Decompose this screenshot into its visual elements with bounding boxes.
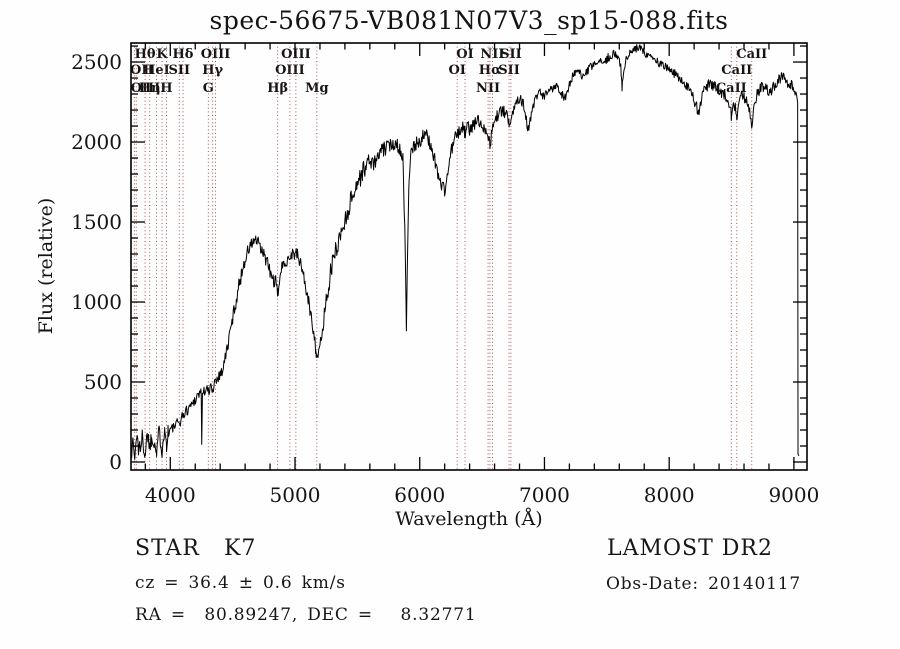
- spectral-line-label: SII: [498, 63, 520, 78]
- obs-date-text: Obs-Date: 20140117: [606, 574, 802, 594]
- x-axis-label: Wavelength (Å): [395, 508, 543, 530]
- spectral-line-label: OI: [448, 63, 465, 78]
- axis-ticks: [131, 43, 807, 470]
- plot-title: spec-56675-VB081N07V3_sp15-088.fits: [209, 6, 729, 35]
- spectral-line-label: Mg: [305, 81, 328, 96]
- y-tick-label: 0: [109, 450, 122, 474]
- spectral-line-label: G: [203, 81, 214, 96]
- y-tick-label: 1500: [71, 210, 122, 234]
- spectral-line-markers: [133, 43, 753, 470]
- x-tick-label: 6000: [394, 483, 445, 507]
- spectral-line-label: NII: [476, 81, 500, 96]
- object-type-text: STAR K7: [135, 536, 257, 561]
- spectral-line-label: OII: [130, 63, 154, 78]
- y-tick-label: 2500: [71, 50, 122, 74]
- cz-velocity-text: cz = 36.4 ± 0.6 km/s: [135, 573, 346, 593]
- y-tick-label: 500: [84, 370, 122, 394]
- x-tick-label: 8000: [644, 483, 695, 507]
- x-tick-labels: 4000 5000 6000 7000 8000 9000: [145, 483, 820, 507]
- spectral-line-label: CaII: [721, 63, 752, 78]
- y-tick-label: 2000: [71, 130, 122, 154]
- spectrum-trace: [131, 44, 800, 460]
- x-tick-label: 9000: [768, 483, 819, 507]
- spectral-line-label: SII: [168, 63, 190, 78]
- spectral-line-label: OIII: [131, 81, 161, 96]
- y-tick-labels: 0 500 1000 1500 2000 2500: [71, 50, 122, 474]
- spectral-line-labels: OIIIOIIHθHηHeIKHSIIHδGHγOIIIHβOIIIOIIIMg…: [130, 47, 767, 96]
- spectral-line-label: HeI: [143, 63, 170, 78]
- spectral-line-label: Hγ: [202, 63, 223, 78]
- spectral-line-label: H: [160, 81, 172, 96]
- spectral-line-label: Hη: [139, 81, 161, 96]
- plot-frame: [130, 42, 808, 471]
- plot-axes: [130, 42, 808, 471]
- x-tick-label: 7000: [519, 483, 570, 507]
- x-tick-label: 5000: [270, 483, 321, 507]
- spectral-line-label: OIII: [275, 63, 305, 78]
- spectral-line-label: Hβ: [267, 81, 288, 96]
- survey-name-text: LAMOST DR2: [607, 536, 773, 561]
- y-axis-label: Flux (relative): [35, 197, 57, 335]
- x-tick-label: 4000: [145, 483, 196, 507]
- ra-dec-text: RA = 80.89247, DEC = 8.32771: [135, 605, 477, 625]
- spectral-line-label: Hα: [479, 63, 501, 78]
- y-tick-label: 1000: [71, 290, 122, 314]
